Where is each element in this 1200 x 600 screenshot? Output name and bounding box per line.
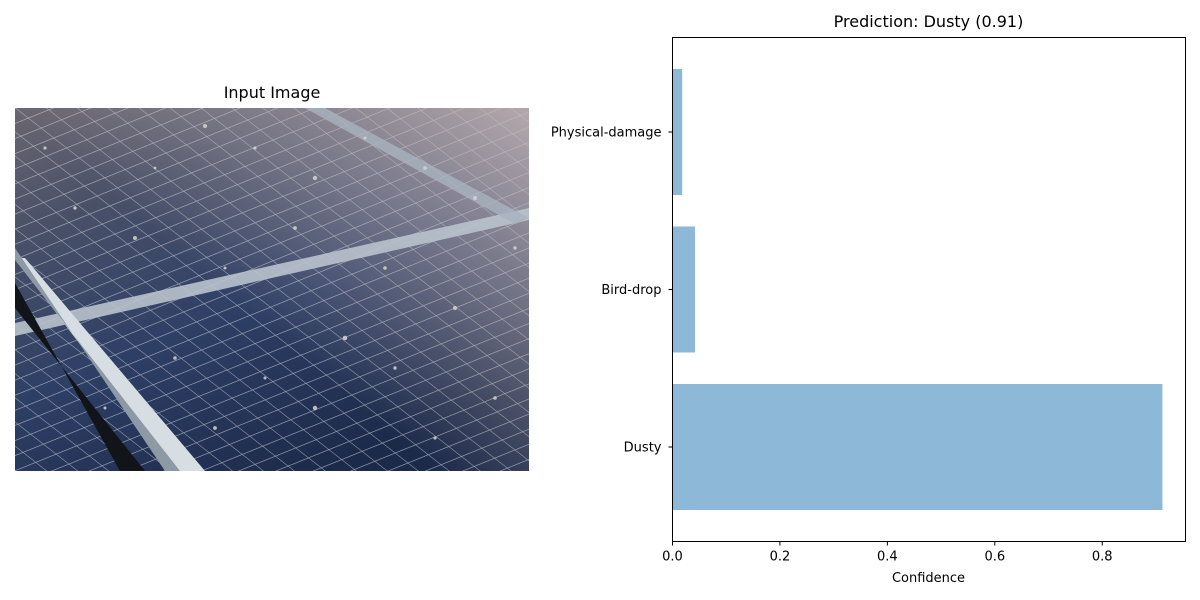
bar-dusty — [672, 384, 1163, 510]
input-image-title: Input Image — [223, 83, 321, 102]
x-tick-label: 0.0 — [662, 550, 683, 565]
x-tick-label: 0.6 — [984, 550, 1005, 565]
x-tick-label: 0.8 — [1092, 550, 1113, 565]
chart-title: Prediction: Dusty (0.91) — [833, 12, 1024, 31]
solar-panel-image — [15, 108, 529, 471]
y-tick-label: Dusty — [624, 441, 662, 456]
bar-physical-damage — [672, 69, 683, 195]
x-axis-label: Confidence — [892, 571, 965, 586]
y-tick-label: Bird-drop — [601, 283, 661, 298]
x-tick-label: 0.2 — [770, 550, 791, 565]
y-tick-label: Physical-damage — [551, 126, 662, 141]
x-tick-label: 0.4 — [877, 550, 898, 565]
bar-bird-drop — [672, 226, 696, 353]
